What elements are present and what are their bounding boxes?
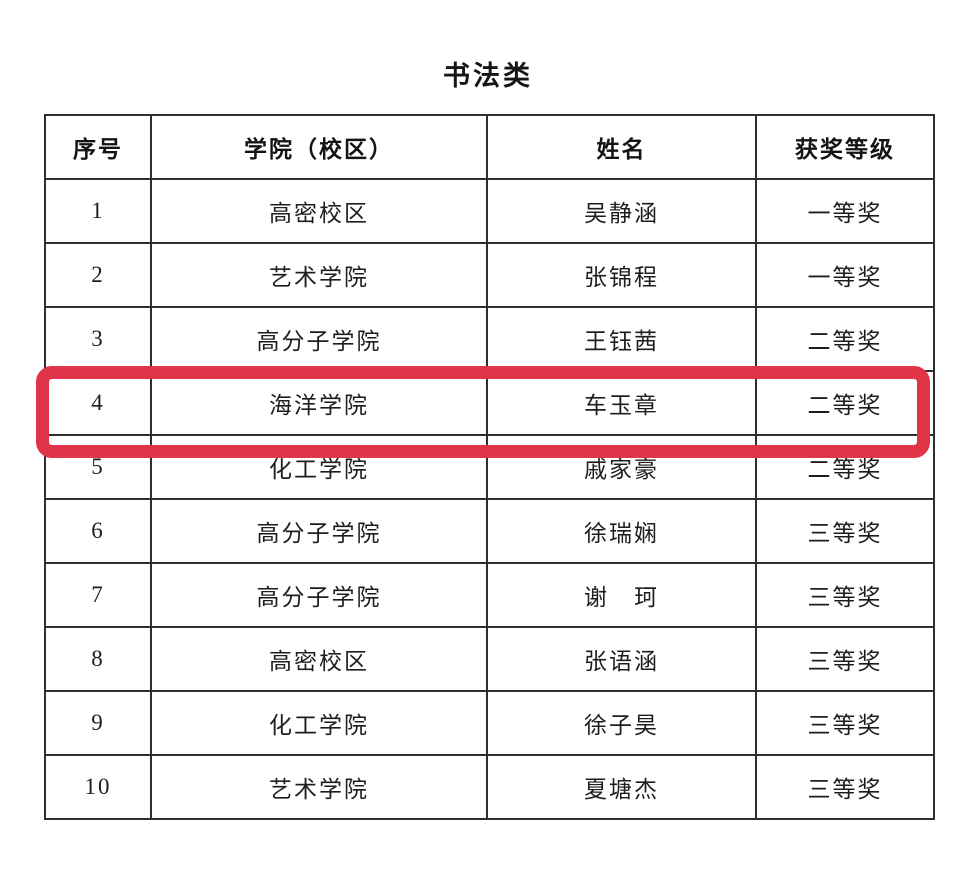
cell-award: 二等奖 xyxy=(755,306,935,372)
cell-no: 4 xyxy=(44,370,152,436)
table-row: 5 化工学院 戚家豪 二等奖 xyxy=(44,434,935,500)
cell-no: 10 xyxy=(44,754,152,820)
cell-award: 二等奖 xyxy=(755,370,935,436)
cell-name: 张锦程 xyxy=(486,242,757,308)
cell-award: 三等奖 xyxy=(755,690,935,756)
cell-college: 高密校区 xyxy=(150,626,488,692)
cell-college: 化工学院 xyxy=(150,434,488,500)
table-row: 9 化工学院 徐子昊 三等奖 xyxy=(44,690,935,756)
cell-award: 二等奖 xyxy=(755,434,935,500)
cell-no: 2 xyxy=(44,242,152,308)
cell-name: 夏塘杰 xyxy=(486,754,757,820)
cell-award: 三等奖 xyxy=(755,498,935,564)
cell-college: 化工学院 xyxy=(150,690,488,756)
cell-college: 高密校区 xyxy=(150,178,488,244)
table-row: 7 高分子学院 谢 珂 三等奖 xyxy=(44,562,935,628)
cell-name: 谢 珂 xyxy=(486,562,757,628)
cell-college: 艺术学院 xyxy=(150,242,488,308)
cell-no: 3 xyxy=(44,306,152,372)
cell-no: 7 xyxy=(44,562,152,628)
cell-award: 三等奖 xyxy=(755,626,935,692)
cell-no: 5 xyxy=(44,434,152,500)
cell-name: 戚家豪 xyxy=(486,434,757,500)
table-row: 3 高分子学院 王钰茜 二等奖 xyxy=(44,306,935,372)
cell-college: 艺术学院 xyxy=(150,754,488,820)
table-row: 1 高密校区 吴静涵 一等奖 xyxy=(44,178,935,244)
cell-no: 1 xyxy=(44,178,152,244)
header-name: 姓名 xyxy=(486,114,757,180)
cell-name: 吴静涵 xyxy=(486,178,757,244)
page-title: 书法类 xyxy=(443,61,533,91)
table-row: 10 艺术学院 夏塘杰 三等奖 xyxy=(44,754,935,820)
cell-no: 9 xyxy=(44,690,152,756)
cell-college: 高分子学院 xyxy=(150,306,488,372)
header-college: 学院（校区） xyxy=(150,114,488,180)
cell-college: 高分子学院 xyxy=(150,498,488,564)
header-no: 序号 xyxy=(44,114,152,180)
cell-college: 高分子学院 xyxy=(150,562,488,628)
cell-award: 三等奖 xyxy=(755,754,935,820)
cell-no: 6 xyxy=(44,498,152,564)
cell-no: 8 xyxy=(44,626,152,692)
cell-college: 海洋学院 xyxy=(150,370,488,436)
cell-name: 徐瑞娴 xyxy=(486,498,757,564)
cell-award: 一等奖 xyxy=(755,178,935,244)
cell-award: 三等奖 xyxy=(755,562,935,628)
cell-name: 王钰茜 xyxy=(486,306,757,372)
cell-name: 徐子昊 xyxy=(486,690,757,756)
table-row-highlighted: 4 海洋学院 车玉章 二等奖 xyxy=(44,370,935,436)
header-award: 获奖等级 xyxy=(755,114,935,180)
cell-name: 车玉章 xyxy=(486,370,757,436)
cell-name: 张语涵 xyxy=(486,626,757,692)
awards-table: 序号 学院（校区） 姓名 获奖等级 1 高密校区 吴静涵 一等奖 2 艺术学院 … xyxy=(44,114,935,820)
table-header-row: 序号 学院（校区） 姓名 获奖等级 xyxy=(44,114,935,180)
cell-award: 一等奖 xyxy=(755,242,935,308)
table-row: 8 高密校区 张语涵 三等奖 xyxy=(44,626,935,692)
table-row: 2 艺术学院 张锦程 一等奖 xyxy=(44,242,935,308)
table-row: 6 高分子学院 徐瑞娴 三等奖 xyxy=(44,498,935,564)
